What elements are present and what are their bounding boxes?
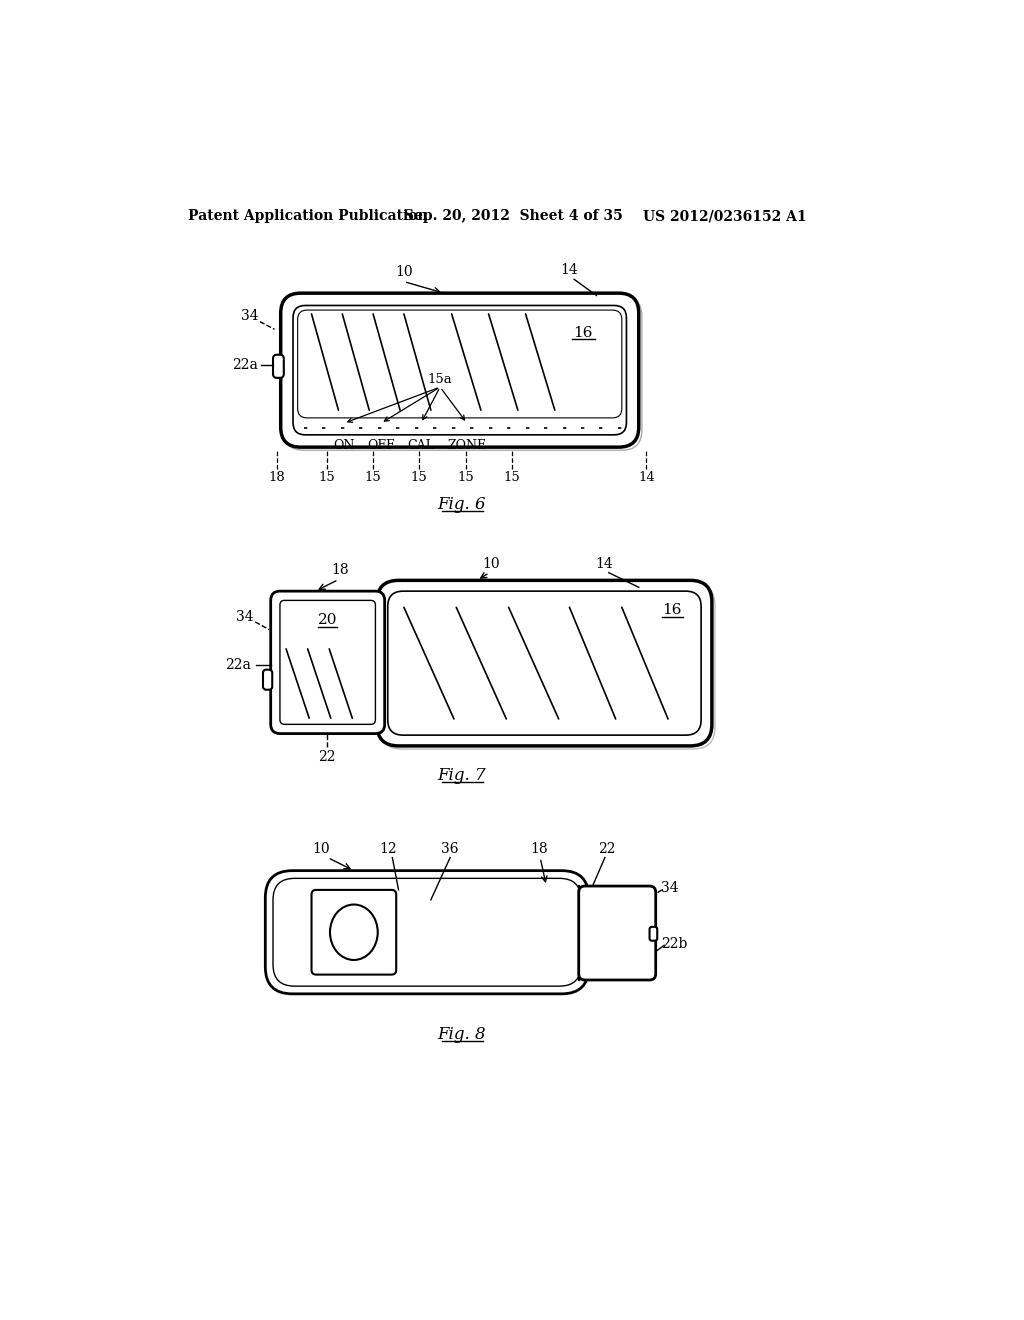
Text: 15a: 15a xyxy=(428,372,453,385)
FancyBboxPatch shape xyxy=(377,581,712,746)
FancyBboxPatch shape xyxy=(270,591,385,734)
Text: Fig. 6: Fig. 6 xyxy=(437,496,486,513)
FancyBboxPatch shape xyxy=(298,310,622,418)
Text: 34: 34 xyxy=(236,610,253,624)
Text: 36: 36 xyxy=(441,842,459,857)
Text: 10: 10 xyxy=(312,842,331,857)
Text: 12: 12 xyxy=(380,842,397,857)
Text: 10: 10 xyxy=(395,265,413,280)
Text: 22a: 22a xyxy=(225,659,251,672)
Text: 34: 34 xyxy=(660,882,678,895)
FancyBboxPatch shape xyxy=(281,293,639,447)
FancyBboxPatch shape xyxy=(311,890,396,974)
FancyBboxPatch shape xyxy=(273,355,284,378)
Text: Sep. 20, 2012  Sheet 4 of 35: Sep. 20, 2012 Sheet 4 of 35 xyxy=(403,209,623,223)
FancyBboxPatch shape xyxy=(579,886,655,979)
Text: ZONE: ZONE xyxy=(447,440,486,453)
Text: US 2012/0236152 A1: US 2012/0236152 A1 xyxy=(643,209,806,223)
Text: 22b: 22b xyxy=(662,937,687,950)
Text: 15: 15 xyxy=(318,471,335,484)
Text: CAL: CAL xyxy=(408,440,434,453)
Ellipse shape xyxy=(330,904,378,960)
Text: 18: 18 xyxy=(331,564,349,577)
Text: 22: 22 xyxy=(598,842,615,857)
Text: Fig. 7: Fig. 7 xyxy=(437,767,486,784)
Text: 18: 18 xyxy=(529,842,548,857)
Text: 14: 14 xyxy=(595,557,613,572)
Text: 14: 14 xyxy=(560,263,579,277)
FancyBboxPatch shape xyxy=(263,669,272,689)
Text: Fig. 8: Fig. 8 xyxy=(437,1026,486,1043)
FancyBboxPatch shape xyxy=(280,601,376,725)
Text: 18: 18 xyxy=(268,471,286,484)
FancyBboxPatch shape xyxy=(265,871,589,994)
Text: 34: 34 xyxy=(241,309,259,323)
Text: ON: ON xyxy=(333,440,354,453)
Text: 15: 15 xyxy=(504,471,520,484)
Text: 14: 14 xyxy=(638,471,654,484)
Text: 22: 22 xyxy=(318,751,336,764)
Text: 15: 15 xyxy=(457,471,474,484)
Text: 20: 20 xyxy=(317,614,338,627)
Text: 16: 16 xyxy=(573,326,593,341)
Text: 22a: 22a xyxy=(231,358,257,372)
Text: OFF: OFF xyxy=(367,440,394,453)
FancyBboxPatch shape xyxy=(293,305,627,434)
FancyBboxPatch shape xyxy=(388,591,701,735)
Text: Patent Application Publication: Patent Application Publication xyxy=(188,209,428,223)
Text: 16: 16 xyxy=(663,603,682,616)
FancyBboxPatch shape xyxy=(273,878,581,986)
FancyBboxPatch shape xyxy=(649,927,657,941)
Text: 15: 15 xyxy=(411,471,428,484)
Text: 15: 15 xyxy=(365,471,382,484)
Text: 10: 10 xyxy=(482,557,500,572)
